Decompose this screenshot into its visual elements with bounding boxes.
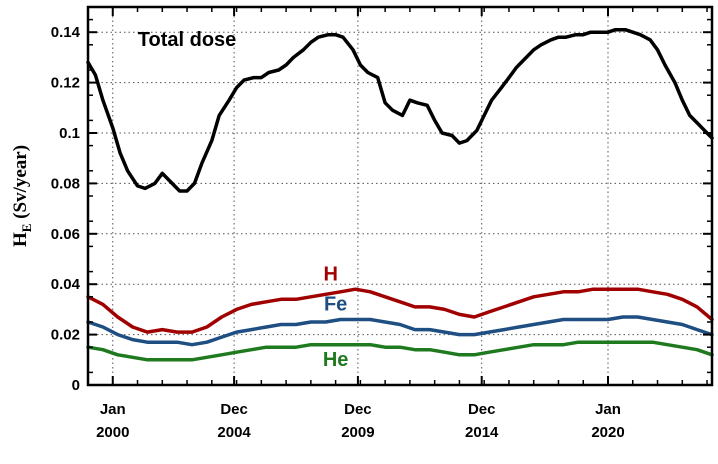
x-tick-year: 2009 — [341, 424, 374, 441]
x-tick-year: 2004 — [217, 424, 251, 441]
x-tick-year: 2000 — [96, 424, 129, 441]
y-axis-label-symbol: H — [10, 232, 31, 247]
y-tick-label: 0.14 — [51, 24, 81, 41]
x-tick-month: Dec — [468, 401, 496, 418]
x-tick-year: 2014 — [465, 424, 499, 441]
x-tick-month: Dec — [344, 401, 372, 418]
series-line-fe — [86, 315, 714, 347]
series-label-fe: Fe — [324, 294, 347, 316]
x-tick-labels: Jan 2000 Dec 2004 Dec 2009 Dec 2014 Jan 2020 — [96, 401, 625, 441]
series-label-he: He — [323, 349, 349, 371]
series-line-he — [86, 340, 714, 362]
y-axis-label-subscript: E — [19, 224, 34, 233]
axis-ticks — [87, 7, 712, 386]
y-tick-label: 0.1 — [59, 125, 80, 142]
y-tick-label: 0.04 — [51, 276, 81, 293]
series-lines — [86, 27, 714, 362]
series-line-total-dose — [86, 27, 714, 193]
y-tick-labels: 0 0.02 0.04 0.06 0.08 0.1 0.12 0.14 — [51, 24, 81, 394]
series-annotations: Total dose H Fe He — [138, 29, 349, 371]
y-tick-label: 0 — [72, 377, 80, 394]
y-tick-label: 0.12 — [51, 75, 80, 92]
y-tick-label: 0.08 — [51, 175, 80, 192]
series-label-h: H — [323, 263, 337, 285]
x-tick-year: 2020 — [591, 424, 624, 441]
x-tick-month: Dec — [220, 401, 248, 418]
y-axis-label-units: (Sv/year) — [10, 145, 31, 224]
grid-lines — [88, 7, 712, 385]
series-line-h — [86, 287, 714, 334]
y-tick-label: 0.06 — [51, 226, 80, 243]
plot-frame — [86, 5, 714, 387]
series-label-total-dose: Total dose — [138, 29, 237, 51]
y-tick-label: 0.02 — [51, 327, 80, 344]
y-axis-label: HE (Sv/year) — [10, 145, 34, 247]
x-tick-month: Jan — [595, 401, 621, 418]
x-tick-month: Jan — [100, 401, 126, 418]
